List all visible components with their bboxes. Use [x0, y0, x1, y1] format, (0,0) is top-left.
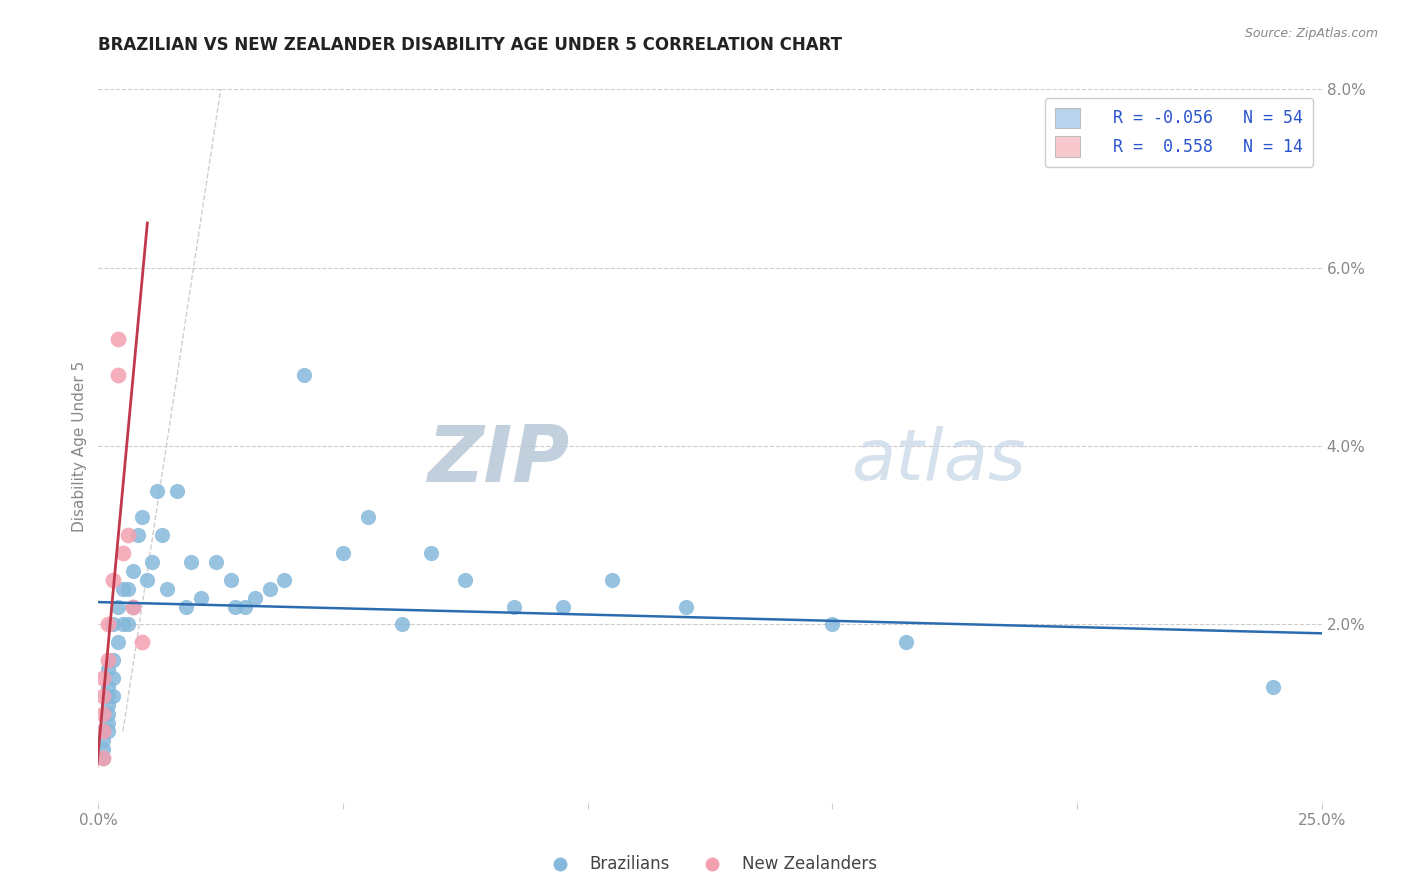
Point	[97, 680, 120, 694]
Point	[121, 564, 143, 578]
Point	[821, 617, 844, 632]
Point	[176, 599, 198, 614]
Point	[117, 582, 139, 596]
Text: ZIP: ZIP	[427, 422, 569, 499]
Point	[91, 671, 114, 685]
Point	[91, 751, 114, 765]
Point	[190, 591, 212, 605]
Point	[273, 573, 295, 587]
Point	[233, 599, 256, 614]
Point	[91, 689, 114, 703]
Point	[127, 528, 149, 542]
Point	[101, 617, 124, 632]
Point	[356, 510, 378, 524]
Point	[91, 724, 114, 739]
Point	[101, 653, 124, 667]
Point	[101, 671, 124, 685]
Y-axis label: Disability Age Under 5: Disability Age Under 5	[72, 360, 87, 532]
Point	[553, 599, 575, 614]
Point	[156, 582, 179, 596]
Point	[136, 573, 159, 587]
Point	[117, 617, 139, 632]
Point	[219, 573, 242, 587]
Point	[243, 591, 266, 605]
Point	[107, 332, 129, 346]
Point	[91, 751, 114, 765]
Point	[91, 706, 114, 721]
Point	[111, 546, 134, 560]
Point	[391, 617, 413, 632]
Point	[292, 368, 315, 382]
Point	[150, 528, 173, 542]
Point	[101, 573, 124, 587]
Point	[166, 483, 188, 498]
Point	[91, 724, 114, 739]
Point	[111, 617, 134, 632]
Point	[91, 742, 114, 756]
Point	[107, 635, 129, 649]
Point	[205, 555, 228, 569]
Point	[121, 599, 143, 614]
Point	[420, 546, 443, 560]
Point	[97, 617, 120, 632]
Point	[97, 662, 120, 676]
Point	[180, 555, 202, 569]
Point	[111, 582, 134, 596]
Point	[107, 368, 129, 382]
Point	[224, 599, 246, 614]
Point	[117, 528, 139, 542]
Point	[121, 599, 143, 614]
Point	[97, 698, 120, 712]
Point	[454, 573, 477, 587]
Point	[1261, 680, 1284, 694]
Point	[600, 573, 623, 587]
Point	[131, 510, 153, 524]
Point	[97, 706, 120, 721]
Point	[131, 635, 153, 649]
Point	[675, 599, 697, 614]
Point	[146, 483, 169, 498]
Point	[141, 555, 163, 569]
Point	[503, 599, 526, 614]
Point	[101, 689, 124, 703]
Legend: Brazilians, New Zealanders: Brazilians, New Zealanders	[537, 849, 883, 880]
Text: atlas: atlas	[851, 425, 1025, 495]
Point	[259, 582, 281, 596]
Point	[97, 715, 120, 730]
Point	[97, 689, 120, 703]
Point	[97, 653, 120, 667]
Point	[97, 724, 120, 739]
Point	[107, 599, 129, 614]
Point	[894, 635, 917, 649]
Point	[91, 733, 114, 747]
Text: BRAZILIAN VS NEW ZEALANDER DISABILITY AGE UNDER 5 CORRELATION CHART: BRAZILIAN VS NEW ZEALANDER DISABILITY AG…	[98, 36, 842, 54]
Text: Source: ZipAtlas.com: Source: ZipAtlas.com	[1244, 27, 1378, 40]
Point	[332, 546, 354, 560]
